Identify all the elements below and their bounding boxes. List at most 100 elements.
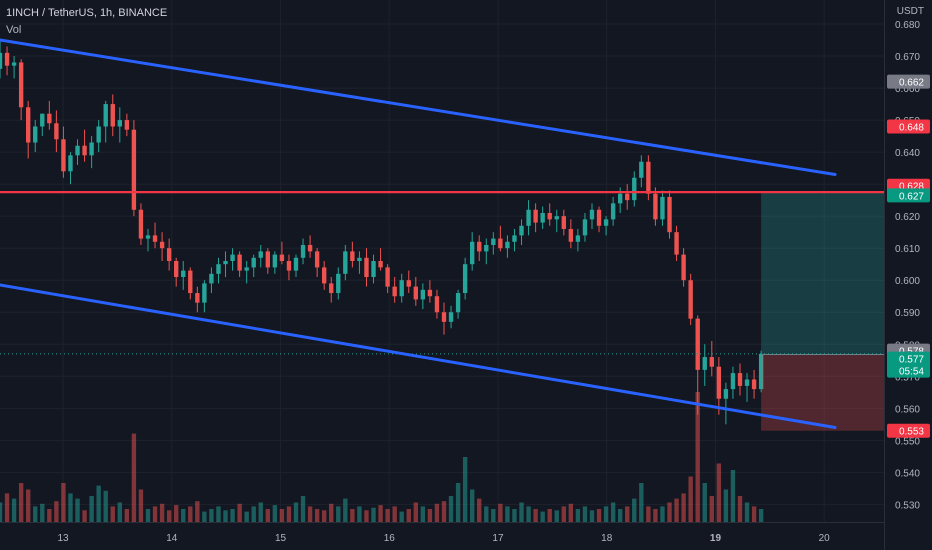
candle (371, 254, 376, 284)
price-tag-box[interactable] (887, 423, 930, 438)
price-tag-box[interactable] (887, 74, 930, 89)
candle-body (526, 209, 531, 226)
candle-body (251, 257, 256, 268)
candle (195, 286, 200, 313)
volume-bar (230, 509, 235, 522)
symbol-title[interactable]: 1INCH / TetherUS, 1h, BINANCE (6, 7, 168, 19)
time-axis[interactable] (0, 522, 884, 550)
volume-bar (61, 483, 66, 522)
candle-body (568, 228, 574, 242)
time-tick-label: 16 (384, 533, 396, 544)
candle-body (216, 264, 221, 274)
volume-legend[interactable]: Vol (6, 24, 22, 36)
candle (364, 248, 369, 287)
candle (68, 152, 73, 185)
price-axis-currency[interactable]: USDT (897, 6, 924, 17)
volume-bar (117, 502, 122, 522)
channel-upper-trendline[interactable] (0, 38, 837, 177)
volume-bar (89, 496, 94, 522)
candle-body (617, 193, 623, 204)
candle (709, 341, 714, 377)
volume-bar (491, 509, 496, 522)
price-tag-label: 0.628 (899, 182, 924, 193)
volume-bar (653, 509, 658, 522)
volume-bar (54, 501, 59, 522)
channel-lower-trendline[interactable] (0, 283, 837, 430)
candle (11, 56, 17, 79)
price-tag-box[interactable] (887, 188, 930, 203)
time-tick-label: 19 (710, 533, 722, 544)
position-target-zone[interactable] (761, 192, 884, 355)
candle-body (533, 209, 538, 223)
price-tag[interactable]: 0.627 (887, 188, 930, 203)
price-tag[interactable]: 0.553 (887, 423, 930, 438)
volume-bar (519, 502, 524, 522)
volume-bar (751, 506, 757, 522)
volume-bar (322, 510, 327, 522)
drawing-layer[interactable] (0, 38, 884, 431)
candle (427, 280, 433, 303)
volume-bar (244, 511, 249, 522)
volume-layer (0, 392, 764, 522)
candle-body (512, 235, 517, 242)
candle (117, 107, 122, 143)
candle-body (730, 373, 736, 390)
candle (589, 203, 595, 229)
candle (526, 200, 531, 236)
candle (258, 244, 263, 268)
volume-bar (455, 483, 461, 522)
candle-body (188, 270, 193, 294)
candle (103, 100, 108, 143)
candle (251, 254, 256, 278)
candle (96, 120, 101, 153)
volume-bar (632, 498, 637, 522)
candle-body (145, 235, 151, 239)
candle (286, 254, 292, 281)
volume-bar (300, 496, 306, 522)
volume-bar (498, 503, 503, 522)
candle (420, 283, 426, 310)
candle-body (392, 286, 397, 297)
price-tick-label: 0.530 (895, 500, 920, 511)
volume-bar (223, 510, 228, 522)
candle (322, 261, 327, 290)
candle-body (117, 120, 122, 127)
candle (512, 228, 517, 252)
candle-body (286, 261, 292, 271)
candle (625, 184, 630, 210)
volume-bar (723, 489, 729, 522)
price-tag-box[interactable] (887, 351, 930, 378)
volume-bar (364, 510, 369, 522)
candle-body (279, 254, 285, 261)
candle (110, 94, 115, 137)
price-tag[interactable]: 0.662 (887, 74, 930, 89)
price-tick-label: 0.660 (895, 84, 920, 95)
candle-body (47, 113, 52, 124)
price-axis[interactable] (884, 0, 932, 550)
candle-body (498, 238, 503, 249)
price-tick-label: 0.640 (895, 148, 920, 159)
candle (469, 232, 475, 271)
price-tag-label: 0.577 (899, 355, 924, 366)
candle-body (96, 126, 101, 143)
price-tag-box[interactable] (887, 119, 930, 134)
candle-body (632, 177, 637, 201)
candle (237, 251, 242, 278)
volume-bar (314, 509, 320, 522)
volume-bar (646, 506, 651, 522)
volume-bar (371, 507, 376, 522)
candle (336, 267, 341, 300)
candle (462, 257, 468, 300)
candle (448, 305, 454, 329)
candle (737, 363, 743, 396)
volume-bar (152, 506, 158, 522)
candle-body (237, 254, 242, 271)
candle-body (491, 238, 496, 245)
price-tag[interactable]: 0.648 (887, 119, 930, 134)
volume-bar (526, 506, 531, 522)
volume-bar (174, 505, 179, 522)
